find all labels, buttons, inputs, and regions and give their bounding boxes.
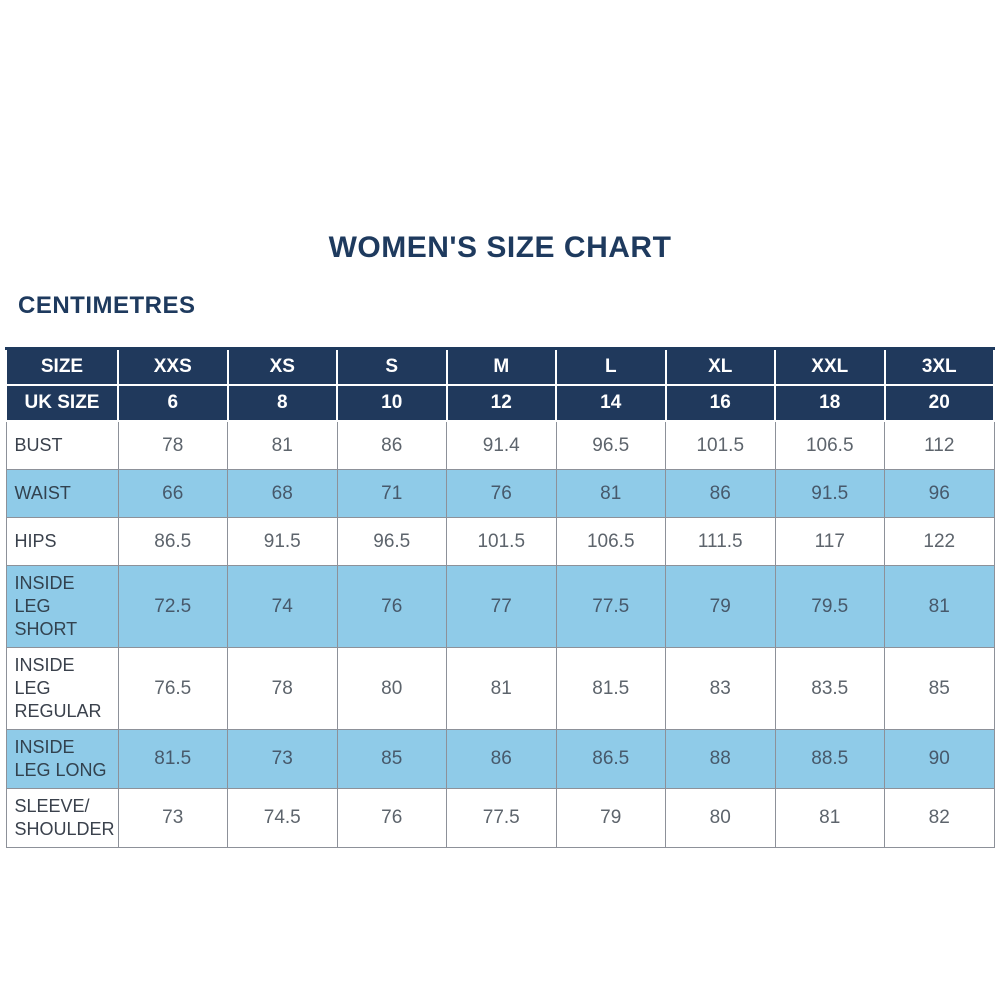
- measurement-cell: 76: [336, 788, 447, 849]
- measurement-cell: 86: [446, 729, 557, 790]
- measurement-cell: 74: [227, 564, 338, 649]
- measurement-cell: 73: [117, 788, 228, 849]
- measurement-cell: 85: [336, 729, 447, 790]
- measurement-cell: 73: [227, 729, 338, 790]
- measurement-cell: 66: [117, 469, 228, 518]
- measurement-cell: 91.5: [227, 517, 338, 566]
- table-body: BUST 78 81 86 91.4 96.5 101.5 106.5 112 WAIST 66 68…: [5, 420, 995, 849]
- header-size-cell: 6: [117, 384, 229, 422]
- table-row: INSIDE LEG SHORT 72.5 74 76 77 77.5 79 79.5 81: [5, 564, 995, 649]
- measurement-cell: 122: [884, 517, 995, 566]
- measurement-cell: 77.5: [446, 788, 557, 849]
- measurement-cell: 76: [446, 469, 557, 518]
- measurement-cell: 68: [227, 469, 338, 518]
- measurement-cell: 96: [884, 469, 995, 518]
- header-size-cell: 3XL: [883, 347, 995, 386]
- measurement-cell: 112: [884, 420, 995, 470]
- header-label-cell: UK SIZE: [5, 384, 119, 422]
- header-size-cell: S: [336, 347, 448, 386]
- measurement-cell: 79.5: [774, 564, 885, 649]
- measurement-cell: 80: [665, 788, 776, 849]
- header-size-cell: 14: [555, 384, 667, 422]
- header-size-cell: 18: [774, 384, 886, 422]
- measurement-cell: 101.5: [665, 420, 776, 470]
- measurement-cell: 83: [665, 647, 776, 731]
- header-size-cell: 10: [336, 384, 448, 422]
- table-row: HIPS 86.5 91.5 96.5 101.5 106.5 111.5 117 122: [5, 517, 995, 566]
- measurement-cell: 81: [446, 647, 557, 731]
- row-label-cell: INSIDE LEG SHORT: [5, 564, 119, 649]
- header-size-cell: 12: [445, 384, 557, 422]
- header-size-cell: XL: [664, 347, 776, 386]
- size-chart-table: SIZE XXS XS S M L XL XXL 3XL UK SIZE 6 8 10 12 14 16 18 2…: [5, 347, 995, 849]
- measurement-cell: 76: [336, 564, 447, 649]
- table-row: WAIST 66 68 71 76 81 86 91.5 96: [5, 469, 995, 518]
- measurement-cell: 111.5: [665, 517, 776, 566]
- table-row: SLEEVE/ SHOULDER 73 74.5 76 77.5 79 80 81 82: [5, 788, 995, 849]
- measurement-cell: 77.5: [555, 564, 666, 649]
- row-label-cell: SLEEVE/ SHOULDER: [5, 788, 119, 849]
- measurement-cell: 86.5: [117, 517, 228, 566]
- header-size-cell: XS: [226, 347, 338, 386]
- measurement-cell: 81.5: [555, 647, 666, 731]
- measurement-cell: 81.5: [117, 729, 228, 790]
- table-row: INSIDE LEG LONG 81.5 73 85 86 86.5 88 88.5 90: [5, 729, 995, 790]
- row-label-cell: HIPS: [5, 517, 119, 566]
- measurement-cell: 81: [227, 420, 338, 470]
- row-label-cell: INSIDE LEG REGULAR: [5, 647, 119, 731]
- measurement-cell: 91.5: [774, 469, 885, 518]
- measurement-cell: 77: [446, 564, 557, 649]
- measurement-cell: 106.5: [774, 420, 885, 470]
- measurement-cell: 86.5: [555, 729, 666, 790]
- measurement-cell: 81: [884, 564, 995, 649]
- header-size-cell: L: [555, 347, 667, 386]
- header-row: SIZE XXS XS S M L XL XXL 3XL: [5, 347, 995, 386]
- measurement-cell: 78: [227, 647, 338, 731]
- measurement-cell: 83.5: [774, 647, 885, 731]
- header-size-cell: 20: [883, 384, 995, 422]
- measurement-cell: 79: [555, 788, 666, 849]
- measurement-cell: 78: [117, 420, 228, 470]
- measurement-cell: 74.5: [227, 788, 338, 849]
- measurement-cell: 90: [884, 729, 995, 790]
- measurement-cell: 96.5: [555, 420, 666, 470]
- measurement-cell: 80: [336, 647, 447, 731]
- measurement-cell: 72.5: [117, 564, 228, 649]
- row-label-cell: WAIST: [5, 469, 119, 518]
- row-label-cell: INSIDE LEG LONG: [5, 729, 119, 790]
- header-label-cell: SIZE: [5, 347, 119, 386]
- header-size-cell: 8: [226, 384, 338, 422]
- measurement-cell: 91.4: [446, 420, 557, 470]
- row-label-cell: BUST: [5, 420, 119, 470]
- measurement-cell: 76.5: [117, 647, 228, 731]
- header-size-cell: M: [445, 347, 557, 386]
- measurement-cell: 81: [774, 788, 885, 849]
- header-size-cell: XXL: [774, 347, 886, 386]
- unit-label: CENTIMETRES: [18, 292, 196, 319]
- measurement-cell: 117: [774, 517, 885, 566]
- header-size-cell: 16: [664, 384, 776, 422]
- measurement-cell: 96.5: [336, 517, 447, 566]
- measurement-cell: 82: [884, 788, 995, 849]
- table-header: SIZE XXS XS S M L XL XXL 3XL UK SIZE 6 8 10 12 14 16 18 2…: [5, 347, 995, 422]
- table-row: BUST 78 81 86 91.4 96.5 101.5 106.5 112: [5, 420, 995, 470]
- measurement-cell: 101.5: [446, 517, 557, 566]
- measurement-cell: 86: [665, 469, 776, 518]
- measurement-cell: 79: [665, 564, 776, 649]
- measurement-cell: 106.5: [555, 517, 666, 566]
- measurement-cell: 88.5: [774, 729, 885, 790]
- measurement-cell: 71: [336, 469, 447, 518]
- measurement-cell: 85: [884, 647, 995, 731]
- header-size-cell: XXS: [117, 347, 229, 386]
- table-row: INSIDE LEG REGULAR 76.5 78 80 81 81.5 83 83.5 85: [5, 647, 995, 731]
- page-title: WOMEN'S SIZE CHART: [328, 231, 672, 264]
- measurement-cell: 86: [336, 420, 447, 470]
- measurement-cell: 81: [555, 469, 666, 518]
- measurement-cell: 88: [665, 729, 776, 790]
- header-row: UK SIZE 6 8 10 12 14 16 18 20: [5, 384, 995, 422]
